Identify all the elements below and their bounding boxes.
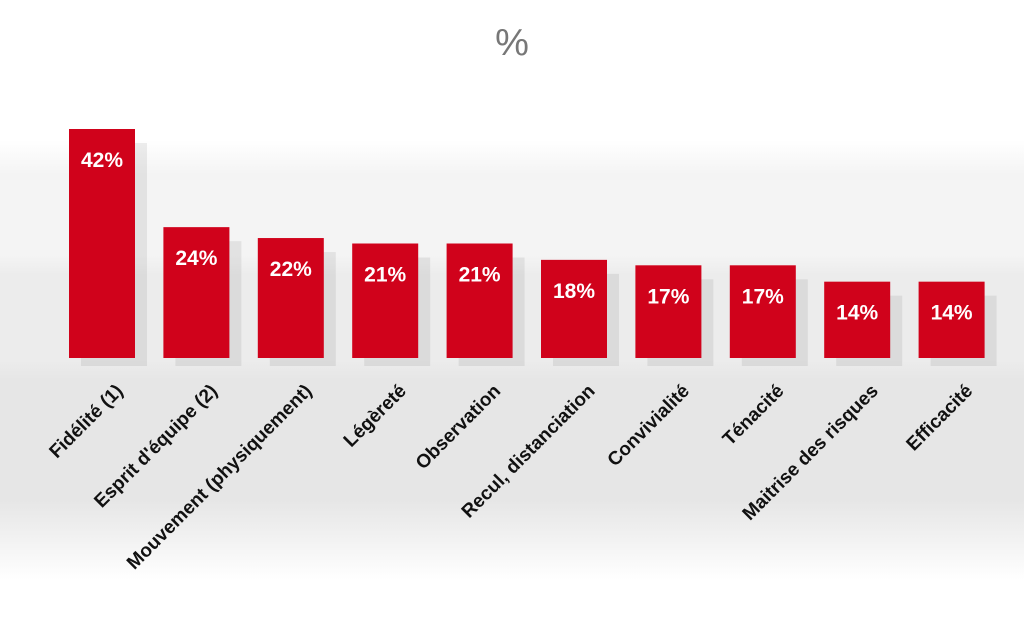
category-label: Légèreté: [340, 381, 411, 452]
data-label: 42%: [81, 149, 123, 172]
category-label: Ténacité: [719, 381, 788, 450]
data-label: 14%: [836, 302, 878, 325]
bar: [446, 243, 513, 358]
data-label: 14%: [931, 302, 973, 325]
bar: [257, 238, 324, 358]
category-label: Fidélité (1): [46, 381, 128, 463]
bar: [69, 129, 135, 358]
data-label: 24%: [175, 247, 217, 270]
data-label: 17%: [647, 285, 689, 308]
category-label: Efficacité: [903, 381, 978, 456]
data-label: 17%: [742, 285, 784, 308]
bar: [729, 265, 796, 358]
data-label: 22%: [270, 258, 312, 281]
chart-title: %: [495, 22, 529, 64]
category-label: Mouvement (physiquement): [123, 381, 316, 574]
category-label: Observation: [412, 381, 505, 474]
bar: [163, 227, 230, 358]
bar: [541, 259, 607, 358]
bar: [824, 281, 891, 358]
data-label: 18%: [553, 280, 595, 303]
data-label: 21%: [364, 264, 406, 287]
bar: [918, 281, 985, 358]
category-label: Convivialité: [604, 381, 694, 471]
bar: [352, 243, 419, 358]
data-label: 21%: [459, 264, 501, 287]
bar: [635, 265, 702, 358]
